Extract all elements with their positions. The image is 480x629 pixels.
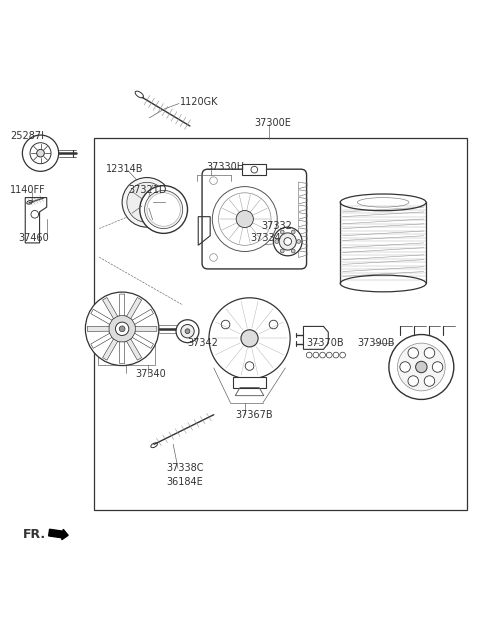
Bar <box>98 314 155 365</box>
Circle shape <box>153 199 175 221</box>
FancyArrow shape <box>48 529 68 540</box>
Text: 37338C: 37338C <box>166 463 204 473</box>
Polygon shape <box>127 339 142 360</box>
Circle shape <box>279 233 296 250</box>
Circle shape <box>148 194 179 225</box>
Circle shape <box>297 240 300 243</box>
Text: 37334: 37334 <box>251 233 281 243</box>
Circle shape <box>333 352 339 358</box>
Circle shape <box>284 238 291 245</box>
Circle shape <box>147 193 180 226</box>
Bar <box>242 164 266 175</box>
Circle shape <box>144 191 183 228</box>
Circle shape <box>30 143 51 164</box>
Polygon shape <box>127 298 142 319</box>
Circle shape <box>408 348 419 358</box>
Text: 37321D: 37321D <box>128 186 167 196</box>
Circle shape <box>127 182 167 223</box>
Circle shape <box>156 201 172 218</box>
Text: 37390B: 37390B <box>357 338 395 348</box>
Circle shape <box>424 376 435 386</box>
Circle shape <box>31 211 38 218</box>
Polygon shape <box>120 342 125 364</box>
Bar <box>95 138 467 510</box>
Circle shape <box>275 240 279 243</box>
Circle shape <box>181 325 194 338</box>
Circle shape <box>320 352 325 358</box>
Circle shape <box>150 196 178 223</box>
Text: 37367B: 37367B <box>235 409 273 420</box>
Circle shape <box>23 135 59 171</box>
Circle shape <box>236 211 253 228</box>
Text: 37370B: 37370B <box>307 338 345 348</box>
Text: FR.: FR. <box>23 528 46 540</box>
Circle shape <box>416 361 427 373</box>
Polygon shape <box>87 326 109 331</box>
Circle shape <box>306 352 312 358</box>
Circle shape <box>151 197 176 222</box>
Polygon shape <box>103 298 118 319</box>
Circle shape <box>400 362 410 372</box>
Circle shape <box>154 200 173 219</box>
Circle shape <box>141 197 153 208</box>
Circle shape <box>116 322 129 335</box>
Circle shape <box>291 249 295 253</box>
Circle shape <box>280 249 284 253</box>
Circle shape <box>269 320 278 329</box>
Text: 37340: 37340 <box>135 369 166 379</box>
Text: 25287I: 25287I <box>10 131 44 140</box>
Circle shape <box>122 177 172 227</box>
Polygon shape <box>135 326 157 331</box>
Circle shape <box>280 230 284 234</box>
Circle shape <box>212 187 277 252</box>
Circle shape <box>210 177 217 184</box>
Circle shape <box>291 230 295 234</box>
Circle shape <box>424 348 435 358</box>
Circle shape <box>161 207 167 213</box>
Text: 36184E: 36184E <box>166 477 203 486</box>
Polygon shape <box>103 339 118 360</box>
Text: 37330H: 37330H <box>206 162 245 172</box>
Circle shape <box>218 193 271 245</box>
Circle shape <box>397 343 445 391</box>
Circle shape <box>408 376 419 386</box>
Bar <box>233 377 266 387</box>
Circle shape <box>274 227 302 256</box>
Circle shape <box>157 203 170 216</box>
Text: 12314B: 12314B <box>107 164 144 174</box>
Circle shape <box>432 362 443 372</box>
Polygon shape <box>132 309 154 325</box>
Circle shape <box>85 292 159 365</box>
Circle shape <box>221 320 230 329</box>
Circle shape <box>245 362 254 370</box>
Circle shape <box>340 352 346 358</box>
Polygon shape <box>120 294 125 316</box>
Circle shape <box>241 330 258 347</box>
Circle shape <box>176 320 199 343</box>
Polygon shape <box>132 333 154 348</box>
Polygon shape <box>91 333 112 348</box>
Circle shape <box>210 253 217 261</box>
FancyBboxPatch shape <box>202 169 307 269</box>
Circle shape <box>119 326 125 331</box>
Circle shape <box>326 352 332 358</box>
Circle shape <box>209 298 290 379</box>
Circle shape <box>185 329 190 333</box>
Circle shape <box>36 149 44 157</box>
Circle shape <box>313 352 319 358</box>
Polygon shape <box>91 309 112 325</box>
Text: 37332: 37332 <box>262 221 292 231</box>
Circle shape <box>109 316 135 342</box>
Text: 1140FF: 1140FF <box>10 186 46 196</box>
Text: 37460: 37460 <box>18 233 49 243</box>
Text: 37300E: 37300E <box>254 118 291 128</box>
Circle shape <box>140 186 188 233</box>
Text: 1120GK: 1120GK <box>180 97 219 107</box>
Circle shape <box>389 335 454 399</box>
Circle shape <box>251 166 258 173</box>
Text: 37342: 37342 <box>188 338 218 348</box>
